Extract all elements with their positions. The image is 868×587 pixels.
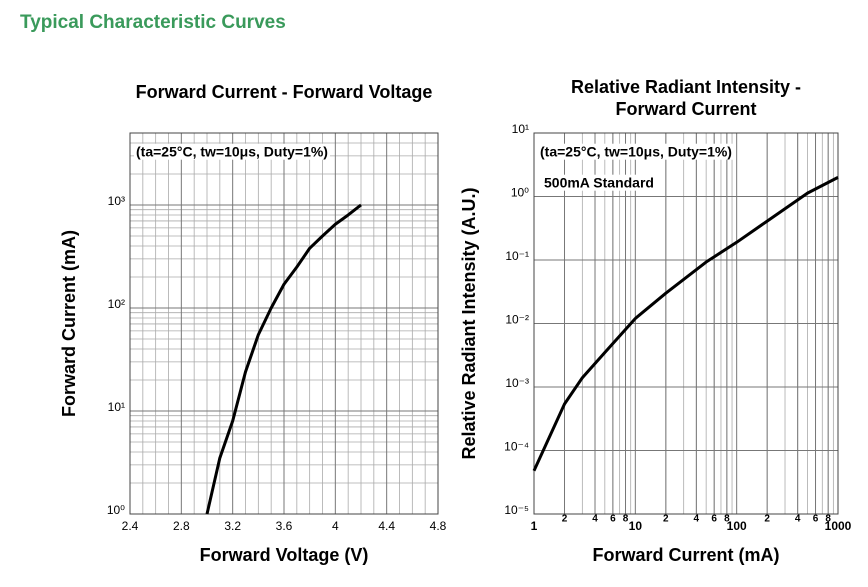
x-tick-label: 2 [764,514,770,525]
y-tick-label: 10² [108,297,125,311]
x-tick-label: 4.8 [430,519,447,533]
x-tick-label: 2.4 [122,519,139,533]
x-tick-label: 1000 [825,519,852,533]
chart-title: Forward Current - Forward Voltage [136,82,433,102]
annotation: (ta=25°C, tw=10μs, Duty=1%) [136,144,328,160]
y-tick-label: 10¹ [512,122,529,136]
x-tick-label: 1 [531,519,538,533]
x-axis-label: Forward Voltage (V) [200,545,369,565]
x-tick-label: 4.4 [378,519,395,533]
y-tick-label: 10⁰ [511,186,529,200]
chart-title: Forward Current [615,99,756,119]
annotation: (ta=25°C, tw=10μs, Duty=1%) [540,144,732,160]
data-line [205,203,362,515]
x-tick-label: 2 [663,514,669,525]
x-tick-label: 100 [727,519,747,533]
annotation-bg [538,143,734,160]
x-tick-label: 3.2 [224,519,241,533]
x-tick-label: 4 [795,514,801,525]
x-tick-label: 8 [724,514,730,525]
annotation-bg [134,143,330,160]
annotation: 500mA Standard [544,175,654,191]
y-tick-label: 10⁰ [107,503,125,517]
x-axis-label: Forward Current (mA) [592,545,779,565]
y-tick-label: 10⁻⁵ [504,503,529,517]
x-tick-label: 2 [562,514,568,525]
y-tick-label: 10⁻³ [505,376,529,390]
y-axis-label: Forward Current (mA) [59,230,79,417]
x-tick-label: 6 [711,514,717,525]
annotation-bg [542,174,656,191]
y-tick-label: 10⁻⁴ [504,440,529,454]
x-tick-label: 6 [610,514,616,525]
y-axis-label: Relative Radiant Intensity (A.U.) [459,187,479,459]
x-tick-label: 10 [629,519,643,533]
x-tick-label: 8 [623,514,629,525]
y-tick-label: 10¹ [108,400,125,414]
page-title: Typical Characteristic Curves [20,12,286,33]
data-line [532,176,839,472]
x-tick-label: 2.8 [173,519,190,533]
y-tick-label: 10³ [108,194,125,208]
x-tick-label: 4 [694,514,700,525]
x-tick-label: 6 [813,514,819,525]
x-tick-label: 8 [825,514,831,525]
x-tick-label: 4 [332,519,339,533]
plot-frame [129,132,439,515]
y-tick-label: 10⁻² [505,313,529,327]
plot-frame [533,132,839,515]
x-tick-label: 4 [592,514,598,525]
y-tick-label: 10⁻¹ [505,249,529,263]
chart-title: Relative Radiant Intensity - [571,77,801,97]
x-tick-label: 3.6 [276,519,293,533]
